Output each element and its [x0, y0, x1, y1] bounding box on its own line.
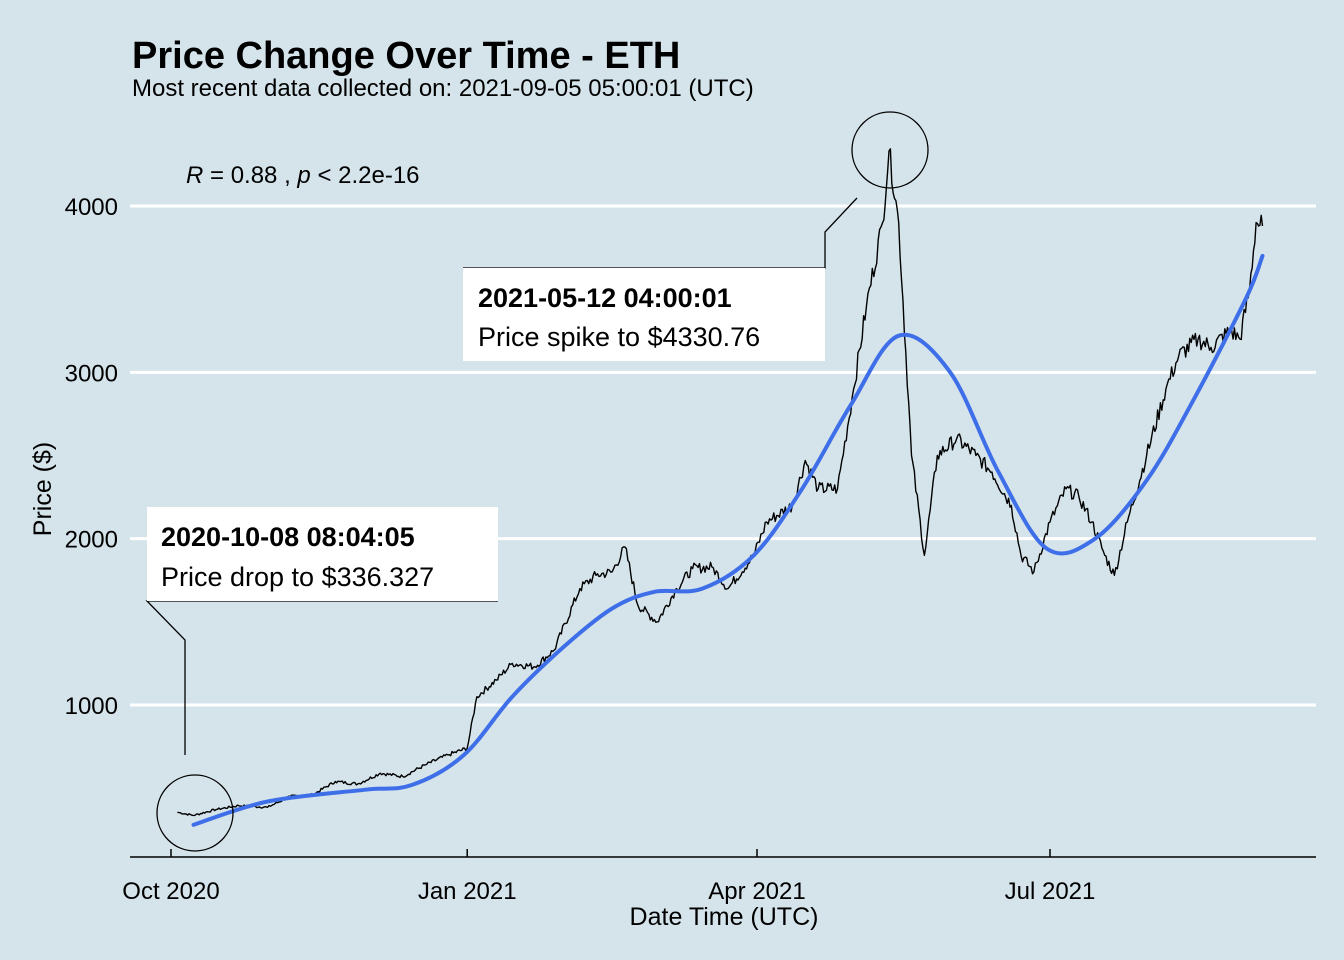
price-drop-highlight-circle — [156, 774, 234, 852]
price-drop-date: 2020-10-08 08:04:05 — [161, 522, 415, 552]
price-drop-text: Price drop to $336.327 — [161, 562, 434, 592]
r-value: = 0.88 , — [203, 162, 297, 189]
x-axis-ticks: Oct 2020 Jan 2021 Apr 2021 Jul 2021 — [122, 849, 1095, 905]
correlation-label: R = 0.88 , p < 2.2e-16 — [186, 162, 420, 189]
x-tick-label: Jul 2021 — [1005, 878, 1096, 905]
y-tick-label: 2000 — [65, 527, 118, 554]
price-spike-text: Price spike to $4330.76 — [478, 322, 760, 352]
p-value: < 2.2e-16 — [311, 162, 420, 189]
trend-series-line — [191, 253, 1265, 827]
price-spike-date: 2021-05-12 04:00:01 — [478, 283, 732, 313]
r-label: R — [186, 162, 203, 189]
p-label: p — [296, 162, 310, 189]
y-tick-label: 4000 — [65, 194, 118, 221]
y-axis-title: Price ($) — [29, 442, 57, 536]
price-spike-highlight-circle — [851, 111, 929, 189]
x-tick-label: Oct 2020 — [122, 878, 219, 905]
y-axis-ticks: 1000 2000 3000 4000 — [65, 194, 118, 720]
x-tick-label: Apr 2021 — [708, 878, 805, 905]
chart-subtitle: Most recent data collected on: 2021-09-0… — [132, 75, 754, 102]
x-tick-label: Jan 2021 — [418, 878, 517, 905]
y-tick-label: 3000 — [65, 360, 118, 387]
price-drop-label-box — [147, 507, 498, 601]
y-tick-label: 1000 — [65, 693, 118, 720]
chart-title: Price Change Over Time - ETH — [132, 35, 680, 77]
price-spike-label-box — [463, 268, 825, 361]
x-axis-title: Date Time (UTC) — [630, 903, 819, 931]
